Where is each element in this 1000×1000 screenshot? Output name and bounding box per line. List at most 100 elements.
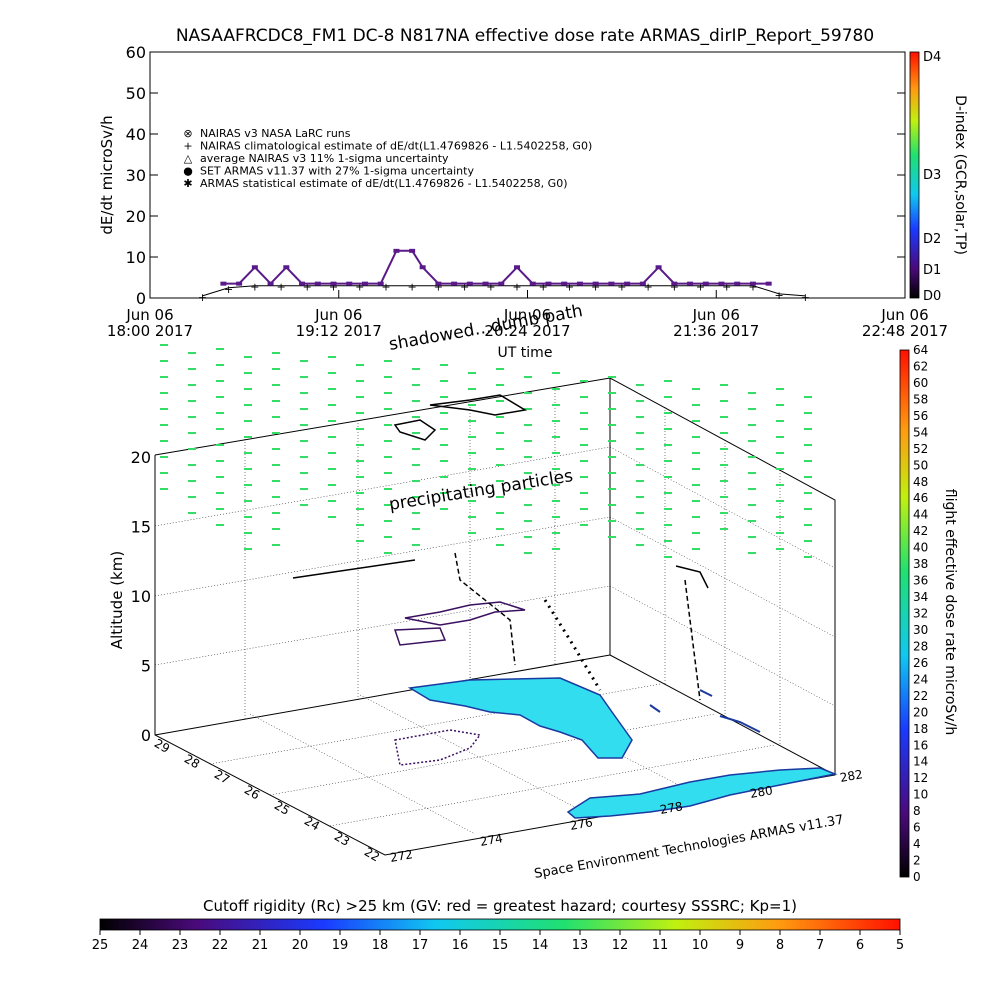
longitude-tick-label: 274 <box>479 831 504 849</box>
dose-rate-tick-label: 24 <box>913 672 928 686</box>
armas-point <box>687 281 694 286</box>
armas-point <box>514 265 521 270</box>
nairas-point: + <box>643 281 652 294</box>
cutoff-rigidity-colorbar: Cutoff rigidity (Rc) >25 km (GV: red = g… <box>92 897 904 953</box>
nairas-point: + <box>722 281 731 294</box>
armas-point <box>561 281 568 286</box>
armas-point <box>346 281 353 286</box>
cutoff-tick-label: 23 <box>172 938 189 953</box>
longitude-tick-label: 278 <box>659 799 684 817</box>
longitude-ticks: 272 274 276 278 280 282 <box>389 767 864 865</box>
legend-text: SET ARMAS v11.37 with 27% 1-sigma uncert… <box>200 165 474 178</box>
longitude-tick-label: 282 <box>839 767 864 785</box>
dose-rate-tick-label: 54 <box>913 425 928 439</box>
armas-point <box>466 281 473 286</box>
dose-rate-tick-label: 12 <box>913 771 928 785</box>
dose-rate-tick-label: 44 <box>913 508 928 522</box>
legend-marker: ✱ <box>183 177 192 190</box>
track-high <box>393 394 528 441</box>
cutoff-tick-label: 20 <box>292 938 309 953</box>
dose-rate-tick-label: 34 <box>913 590 928 604</box>
y-tick-label: 60 <box>126 43 146 62</box>
d-index-gradient <box>909 51 920 299</box>
trajectory-3d-plot: 0 5 10 15 20 Altitude (km) 272 274 276 278 280 28… <box>108 344 864 882</box>
nairas-point: + <box>696 281 705 294</box>
d-index-tick-label: D0 <box>923 289 941 304</box>
legend-marker: ● <box>183 165 193 178</box>
wall-grid <box>154 387 836 835</box>
dose-rate-tick-label: 6 <box>913 821 921 835</box>
armas-point <box>361 281 368 286</box>
altitude-tick-label: 10 <box>131 587 151 606</box>
track-floor-black <box>543 599 602 691</box>
y-axis-label: dE/dt microSv/h <box>98 115 116 234</box>
cutoff-tick-label: 11 <box>652 938 669 953</box>
armas-point <box>576 281 583 286</box>
x-tick-date: Jun 06 <box>692 306 740 324</box>
flight-track <box>292 394 709 766</box>
armas-series <box>220 248 772 286</box>
cutoff-tick-label: 14 <box>532 938 549 953</box>
armas-line <box>223 249 769 286</box>
latitude-tick-label: 23 <box>332 829 352 849</box>
dose-rate-tick-label: 60 <box>913 376 928 390</box>
cutoff-tick-label: 9 <box>736 938 744 953</box>
dose-rate-colorbar-label: flight effective dose rate microSv/h <box>942 489 958 735</box>
dose-rate-tick-label: 52 <box>913 442 928 456</box>
d-index-label: D-index (GCR,solar,TP) <box>952 95 968 255</box>
armas-point <box>624 281 631 286</box>
nairas-point: + <box>381 281 390 294</box>
bahamas-coast <box>649 689 761 733</box>
latitude-tick-label: 24 <box>302 814 322 834</box>
dose-rate-tick-label: 36 <box>913 574 928 588</box>
armas-point <box>393 248 400 253</box>
florida-landmass <box>407 677 633 759</box>
precipitating-particles-markers <box>160 344 812 558</box>
cutoff-tick-label: 12 <box>612 938 629 953</box>
armas-point <box>220 281 227 286</box>
dose-rate-tick-label: 10 <box>913 788 928 802</box>
x-tick-time: 20:24 2017 <box>484 322 570 340</box>
dose-rate-tick-label: 50 <box>913 458 928 472</box>
dose-rate-tick-label: 26 <box>913 656 928 670</box>
cutoff-tick-label: 25 <box>92 938 109 953</box>
nairas-point: + <box>434 281 443 294</box>
dose-rate-tick-label: 14 <box>913 755 928 769</box>
cutoff-tick-label: 22 <box>212 938 229 953</box>
dose-rate-tick-label: 56 <box>913 409 928 423</box>
nairas-point: + <box>617 281 626 294</box>
dose-rate-tick-label: 4 <box>913 837 921 851</box>
armas-point <box>435 281 442 286</box>
armas-point <box>639 281 646 286</box>
x-tick-date: Jun 06 <box>503 306 551 324</box>
latitude-tick-label: 22 <box>362 845 382 865</box>
cutoff-rigidity-gradient <box>99 918 901 931</box>
nairas-point: + <box>460 281 469 294</box>
nairas-series: + + + + + + + + + + + + + + + + + + + + + + + + <box>198 281 810 304</box>
latitude-tick-label: 28 <box>182 752 202 772</box>
x-tick-date: Jun 06 <box>880 306 928 324</box>
y-tick-label: 0 <box>136 289 146 308</box>
armas-point <box>765 281 772 286</box>
cutoff-tick-label: 7 <box>816 938 824 953</box>
altitude-tick-label: 0 <box>141 726 151 745</box>
nairas-point: + <box>276 281 285 294</box>
dose-rate-tick-label: 0 <box>913 870 921 884</box>
armas-point <box>529 281 536 286</box>
altitude-tick-label: 5 <box>141 657 151 676</box>
latitude-tick-label: 29 <box>152 736 172 756</box>
armas-point <box>299 281 306 286</box>
dose-rate-tick-label: 20 <box>913 705 928 719</box>
cutoff-tick-label: 6 <box>856 938 864 953</box>
dose-rate-tick-label: 64 <box>913 343 928 357</box>
d-index-tick-label: D4 <box>923 50 941 65</box>
cutoff-tick-label: 13 <box>572 938 589 953</box>
cuba-landmass <box>566 767 838 819</box>
d-index-tick-label: D2 <box>923 232 941 247</box>
track-wall <box>292 559 416 579</box>
track-mid <box>393 601 526 646</box>
longitude-tick-label: 280 <box>749 783 774 801</box>
cutoff-tick-label: 17 <box>412 938 429 953</box>
armas-point <box>377 281 384 286</box>
